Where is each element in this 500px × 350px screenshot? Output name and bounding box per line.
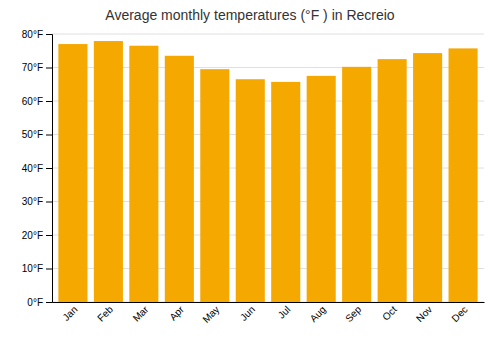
tick-label: Nov bbox=[414, 304, 434, 324]
tick-label: 50°F bbox=[22, 129, 43, 140]
tick: Mar bbox=[131, 303, 151, 323]
tick-mark bbox=[46, 235, 52, 236]
tick: Jan bbox=[60, 304, 79, 323]
y-axis: 0°F 10°F 20°F 30°F 40°F 50°F 60°F 70°F 80°F bbox=[22, 29, 53, 308]
x-axis: Jan Feb Mar Apr May Jun Jul Aug Sep Oct Nov Dec bbox=[53, 303, 485, 325]
bar bbox=[165, 56, 194, 302]
tick-mark bbox=[46, 168, 52, 169]
tick: Jul bbox=[276, 304, 293, 321]
bar bbox=[58, 44, 87, 302]
tick: Aug bbox=[308, 304, 328, 324]
grid-line bbox=[52, 34, 484, 35]
tick: 0°F bbox=[27, 297, 52, 308]
tick-label: Aug bbox=[308, 304, 328, 324]
tick: Apr bbox=[167, 303, 186, 322]
tick: Jun bbox=[238, 304, 257, 323]
bar bbox=[200, 69, 229, 302]
tick: Oct bbox=[380, 304, 399, 323]
tick: 40°F bbox=[22, 163, 52, 174]
tick-label: 10°F bbox=[22, 263, 43, 274]
bar bbox=[307, 76, 336, 302]
tick: 60°F bbox=[22, 96, 52, 107]
tick: 20°F bbox=[22, 230, 52, 241]
bar bbox=[271, 82, 300, 302]
tick-mark bbox=[46, 34, 52, 35]
tick-label: Oct bbox=[380, 304, 399, 323]
tick-label: Jul bbox=[276, 304, 293, 321]
tick-mark bbox=[46, 302, 52, 303]
title: Average monthly temperatures (°F ) in Re… bbox=[105, 7, 395, 23]
bar bbox=[236, 79, 265, 302]
tick: Nov bbox=[414, 304, 434, 324]
tick-mark bbox=[46, 202, 52, 203]
tick-label: Dec bbox=[449, 304, 469, 324]
tick-label: Apr bbox=[167, 303, 186, 322]
tick: 30°F bbox=[22, 196, 52, 207]
tick-mark bbox=[46, 269, 52, 270]
axis-line bbox=[46, 35, 53, 303]
tick-label: 30°F bbox=[22, 196, 43, 207]
tick-label: 70°F bbox=[22, 62, 43, 73]
tick-mark bbox=[46, 68, 52, 69]
tick: 10°F bbox=[22, 263, 52, 274]
tick: Dec bbox=[449, 304, 469, 324]
bar bbox=[129, 46, 158, 302]
bar bbox=[413, 53, 442, 302]
axis-line bbox=[53, 302, 485, 303]
tick: 80°F bbox=[22, 29, 52, 40]
tick-label: Mar bbox=[131, 303, 151, 323]
plot: 0°F 10°F 20°F 30°F 40°F 50°F 60°F 70°F 80°F Jan Fe… bbox=[22, 29, 485, 325]
tick-label: 60°F bbox=[22, 96, 43, 107]
tick-mark bbox=[46, 135, 52, 136]
bar bbox=[378, 59, 407, 302]
grid bbox=[52, 34, 484, 302]
tick: 70°F bbox=[22, 62, 52, 73]
tick: Sep bbox=[343, 303, 364, 324]
tick-label: 20°F bbox=[22, 230, 43, 241]
tick: Feb bbox=[95, 303, 115, 323]
tick-label: 80°F bbox=[22, 29, 43, 40]
tick-label: Jun bbox=[238, 304, 257, 323]
bars bbox=[58, 41, 477, 302]
tick-label: May bbox=[200, 304, 221, 325]
tick-label: Sep bbox=[343, 303, 364, 324]
tick-label: Jan bbox=[60, 304, 79, 323]
chart: Average monthly temperatures (°F ) in Re… bbox=[0, 0, 500, 350]
bar bbox=[94, 41, 123, 302]
tick: May bbox=[200, 304, 221, 325]
bar bbox=[449, 48, 478, 302]
bar bbox=[342, 67, 371, 302]
tick-label: 0°F bbox=[27, 297, 43, 308]
tick-mark bbox=[46, 101, 52, 102]
tick: 50°F bbox=[22, 129, 52, 140]
tick-label: Feb bbox=[95, 303, 115, 323]
tick-label: 40°F bbox=[22, 163, 43, 174]
